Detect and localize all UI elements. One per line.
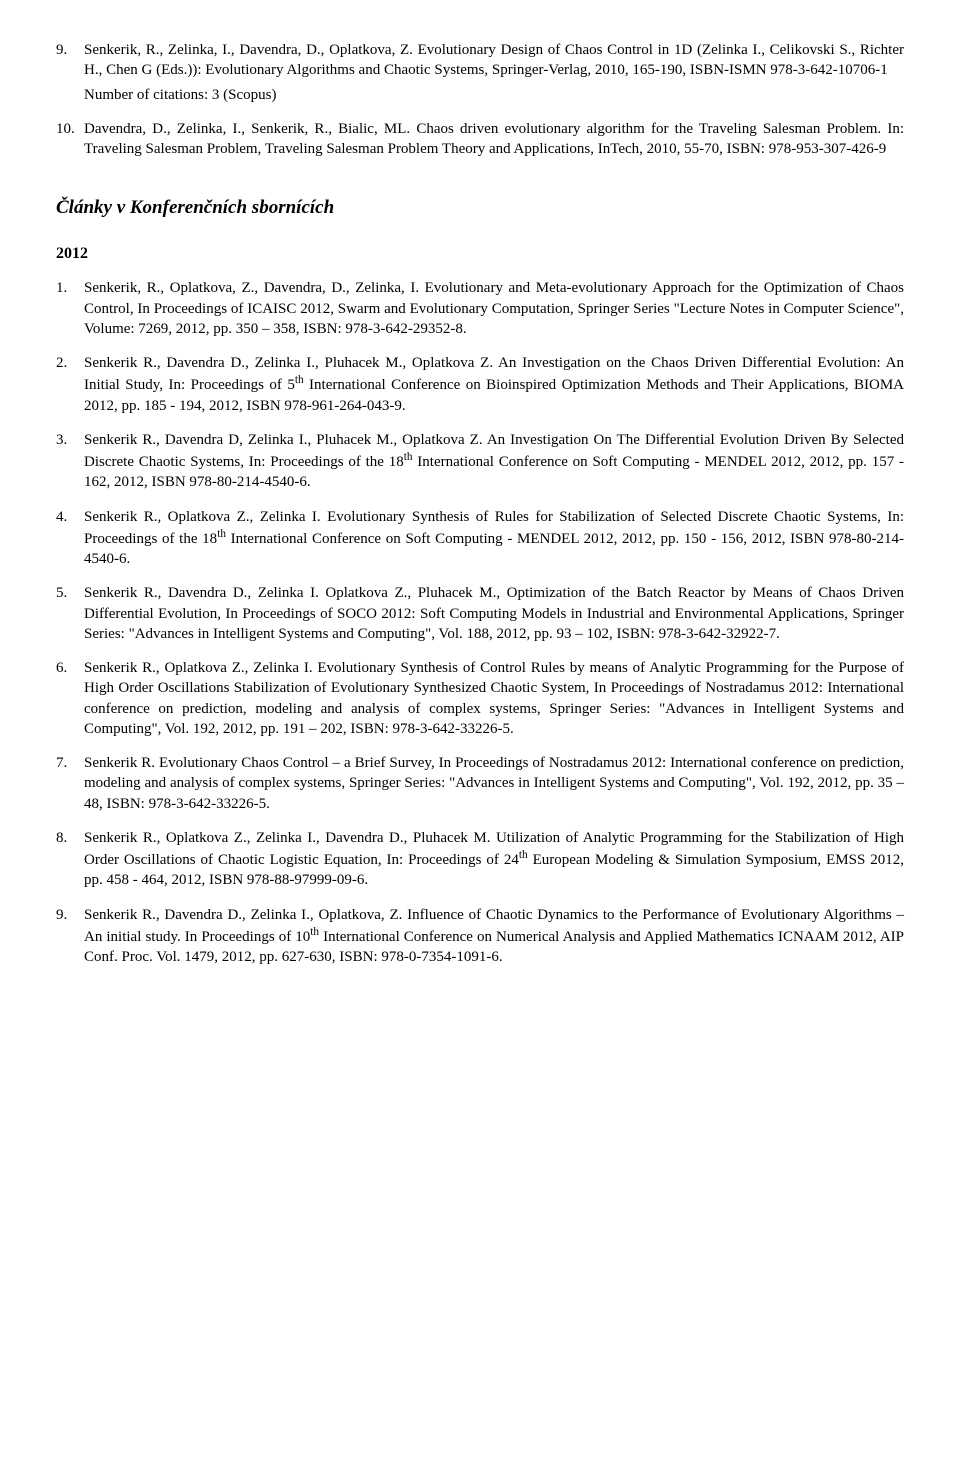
reference-number: 1. [56,278,84,339]
reference-item: 5.Senkerik R., Davendra D., Zelinka I. O… [56,583,904,644]
reference-text: Senkerik R., Davendra D., Zelinka I. Opl… [84,583,904,644]
reference-text: Senkerik R. Evolutionary Chaos Control –… [84,753,904,814]
reference-item: 6.Senkerik R., Oplatkova Z., Zelinka I. … [56,658,904,739]
reference-item: 3.Senkerik R., Davendra D, Zelinka I., P… [56,430,904,493]
reference-number: 5. [56,583,84,644]
reference-text: Senkerik R., Oplatkova Z., Zelinka I. Ev… [84,658,904,739]
reference-text: Senkerik R., Davendra D, Zelinka I., Plu… [84,430,904,493]
reference-text: Senkerik R., Davendra D., Zelinka I., Op… [84,905,904,968]
reference-item: 9.Senkerik R., Davendra D., Zelinka I., … [56,905,904,968]
reference-number: 9. [56,40,84,105]
reference-item: 2.Senkerik R., Davendra D., Zelinka I., … [56,353,904,416]
reference-number: 10. [56,119,84,160]
reference-number: 3. [56,430,84,493]
reference-text: Senkerik, R., Zelinka, I., Davendra, D.,… [84,40,904,105]
reference-item: 1.Senkerik, R., Oplatkova, Z., Davendra,… [56,278,904,339]
year-heading: 2012 [56,243,904,265]
reference-number: 2. [56,353,84,416]
reference-text: Senkerik R., Oplatkova Z., Zelinka I., D… [84,828,904,891]
reference-item: 7.Senkerik R. Evolutionary Chaos Control… [56,753,904,814]
reference-text: Senkerik R., Davendra D., Zelinka I., Pl… [84,353,904,416]
reference-number: 9. [56,905,84,968]
reference-number: 7. [56,753,84,814]
book-chapter-refs: 9.Senkerik, R., Zelinka, I., Davendra, D… [56,40,904,159]
reference-number: 4. [56,507,84,570]
reference-item: 8.Senkerik R., Oplatkova Z., Zelinka I.,… [56,828,904,891]
reference-item: 9.Senkerik, R., Zelinka, I., Davendra, D… [56,40,904,105]
reference-text: Senkerik, R., Oplatkova, Z., Davendra, D… [84,278,904,339]
section-heading-conference: Články v Konferenčních sbornících [56,195,904,221]
citation-count: Number of citations: 3 (Scopus) [84,85,904,105]
conference-refs: 1.Senkerik, R., Oplatkova, Z., Davendra,… [56,278,904,967]
reference-number: 8. [56,828,84,891]
reference-text: Davendra, D., Zelinka, I., Senkerik, R.,… [84,119,904,160]
reference-item: 4.Senkerik R., Oplatkova Z., Zelinka I. … [56,507,904,570]
reference-text: Senkerik R., Oplatkova Z., Zelinka I. Ev… [84,507,904,570]
reference-number: 6. [56,658,84,739]
reference-item: 10.Davendra, D., Zelinka, I., Senkerik, … [56,119,904,160]
